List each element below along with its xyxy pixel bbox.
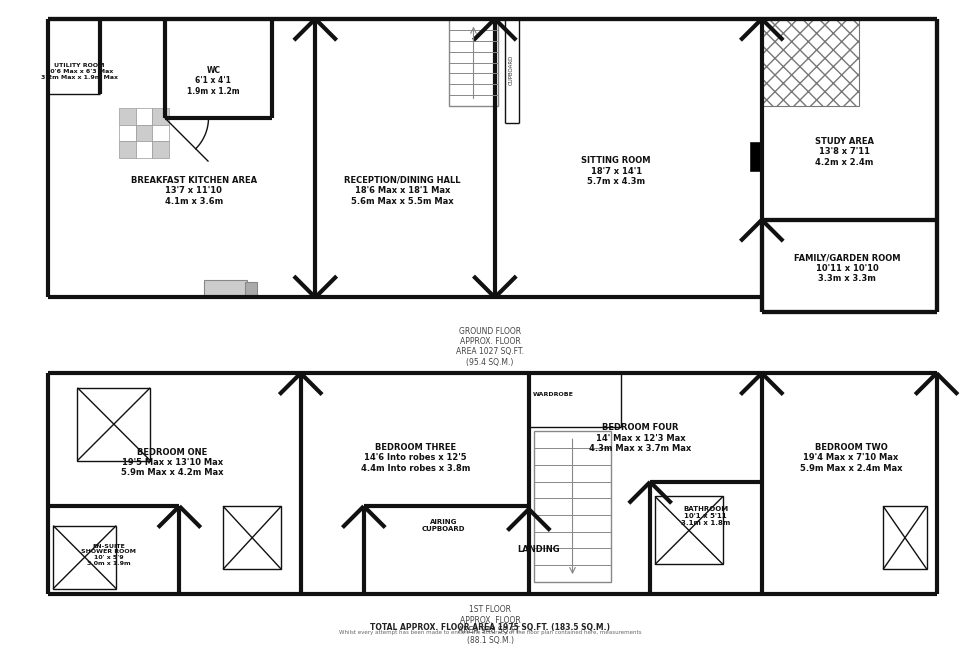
Bar bbox=[655, 496, 723, 564]
Text: TOTAL APPROX. FLOOR AREA 1975 SQ.FT. (183.5 SQ.M.): TOTAL APPROX. FLOOR AREA 1975 SQ.FT. (18… bbox=[370, 623, 610, 631]
Bar bbox=[204, 280, 247, 298]
Bar bbox=[77, 388, 150, 460]
Bar bbox=[534, 432, 612, 582]
Text: STUDY AREA
13'8 x 7'11
4.2m x 2.4m: STUDY AREA 13'8 x 7'11 4.2m x 2.4m bbox=[814, 137, 874, 167]
Text: CUPBOARD: CUPBOARD bbox=[509, 54, 514, 84]
Bar bbox=[449, 19, 498, 106]
Bar bbox=[750, 142, 761, 171]
Bar bbox=[135, 108, 152, 125]
Bar bbox=[135, 141, 152, 157]
Bar bbox=[135, 125, 152, 141]
Text: RECEPTION/DINING HALL
18'6 Max x 18'1 Max
5.6m Max x 5.5m Max: RECEPTION/DINING HALL 18'6 Max x 18'1 Ma… bbox=[344, 176, 461, 206]
Bar bbox=[152, 141, 169, 157]
Text: BATHROOM
10'1 x 5'11
3.1m x 1.8m: BATHROOM 10'1 x 5'11 3.1m x 1.8m bbox=[681, 506, 730, 526]
Text: 1ST FLOOR
APPROX. FLOOR
AREA 948 SQ.FT.
(88.1 SQ.M.): 1ST FLOOR APPROX. FLOOR AREA 948 SQ.FT. … bbox=[459, 605, 521, 645]
Bar bbox=[152, 125, 169, 141]
Bar bbox=[223, 506, 281, 569]
Bar bbox=[883, 506, 927, 569]
Text: BEDROOM FOUR
14' Max x 12'3 Max
4.3m Max x 3.7m Max: BEDROOM FOUR 14' Max x 12'3 Max 4.3m Max… bbox=[589, 423, 692, 453]
Bar bbox=[761, 19, 858, 106]
Text: BEDROOM THREE
14'6 Into robes x 12'5
4.4m Into robes x 3.8m: BEDROOM THREE 14'6 Into robes x 12'5 4.4… bbox=[361, 443, 470, 473]
Bar bbox=[120, 141, 135, 157]
Text: BEDROOM TWO
19'4 Max x 7'10 Max
5.9m Max x 2.4m Max: BEDROOM TWO 19'4 Max x 7'10 Max 5.9m Max… bbox=[800, 443, 903, 473]
Text: LANDING: LANDING bbox=[517, 545, 560, 554]
Text: UTILITY ROOM
10'6 Max x 6'3 Max
3.2m Max x 1.9m Max: UTILITY ROOM 10'6 Max x 6'3 Max 3.2m Max… bbox=[41, 63, 118, 80]
Text: EN-SUITE
SHOWER ROOM
10' x 5'9
3.0m x 1.9m: EN-SUITE SHOWER ROOM 10' x 5'9 3.0m x 1.… bbox=[81, 543, 136, 566]
Bar bbox=[53, 526, 117, 589]
Text: BEDROOM ONE
19'5 Max x 13'10 Max
5.9m Max x 4.2m Max: BEDROOM ONE 19'5 Max x 13'10 Max 5.9m Ma… bbox=[122, 447, 223, 477]
Text: WC
6'1 x 4'1
1.9m x 1.2m: WC 6'1 x 4'1 1.9m x 1.2m bbox=[187, 66, 240, 96]
Bar bbox=[245, 282, 257, 298]
Bar bbox=[120, 125, 135, 141]
Text: WARDROBE: WARDROBE bbox=[533, 392, 573, 397]
Text: Whilst every attempt has been made to ensure the accuracy of the floor plan cont: Whilst every attempt has been made to en… bbox=[339, 630, 641, 635]
Text: FAMILY/GARDEN ROOM
10'11 x 10'10
3.3m x 3.3m: FAMILY/GARDEN ROOM 10'11 x 10'10 3.3m x … bbox=[794, 253, 901, 283]
Text: BREAKFAST KITCHEN AREA
13'7 x 11'10
4.1m x 3.6m: BREAKFAST KITCHEN AREA 13'7 x 11'10 4.1m… bbox=[131, 176, 257, 206]
Text: SITTING ROOM
18'7 x 14'1
5.7m x 4.3m: SITTING ROOM 18'7 x 14'1 5.7m x 4.3m bbox=[581, 156, 651, 186]
Text: GROUND FLOOR
APPROX. FLOOR
AREA 1027 SQ.FT.
(95.4 SQ.M.): GROUND FLOOR APPROX. FLOOR AREA 1027 SQ.… bbox=[456, 326, 524, 367]
Text: AIRING
CUPBOARD: AIRING CUPBOARD bbox=[421, 519, 465, 532]
Bar bbox=[152, 108, 169, 125]
Bar bbox=[120, 108, 135, 125]
